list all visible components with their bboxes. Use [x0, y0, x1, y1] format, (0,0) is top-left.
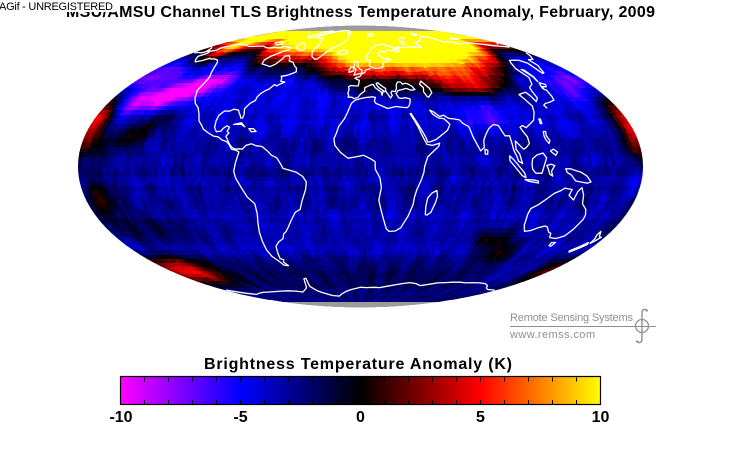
svg-text:-10: -10 — [109, 409, 132, 426]
svg-text:-5: -5 — [233, 409, 247, 426]
svg-text:AGif - UNREGISTERED: AGif - UNREGISTERED — [0, 1, 113, 13]
svg-text:MSU/AMSU Channel TLS Brightnes: MSU/AMSU Channel TLS Brightness Temperat… — [66, 4, 655, 21]
svg-text:www.remss.com: www.remss.com — [509, 329, 595, 341]
svg-text:0: 0 — [356, 409, 365, 426]
svg-text:10: 10 — [592, 409, 610, 426]
svg-text:5: 5 — [476, 409, 485, 426]
svg-text:Remote Sensing Systems: Remote Sensing Systems — [510, 312, 634, 324]
svg-text:Brightness Temperature Anomaly: Brightness Temperature Anomaly (K) — [204, 356, 512, 373]
